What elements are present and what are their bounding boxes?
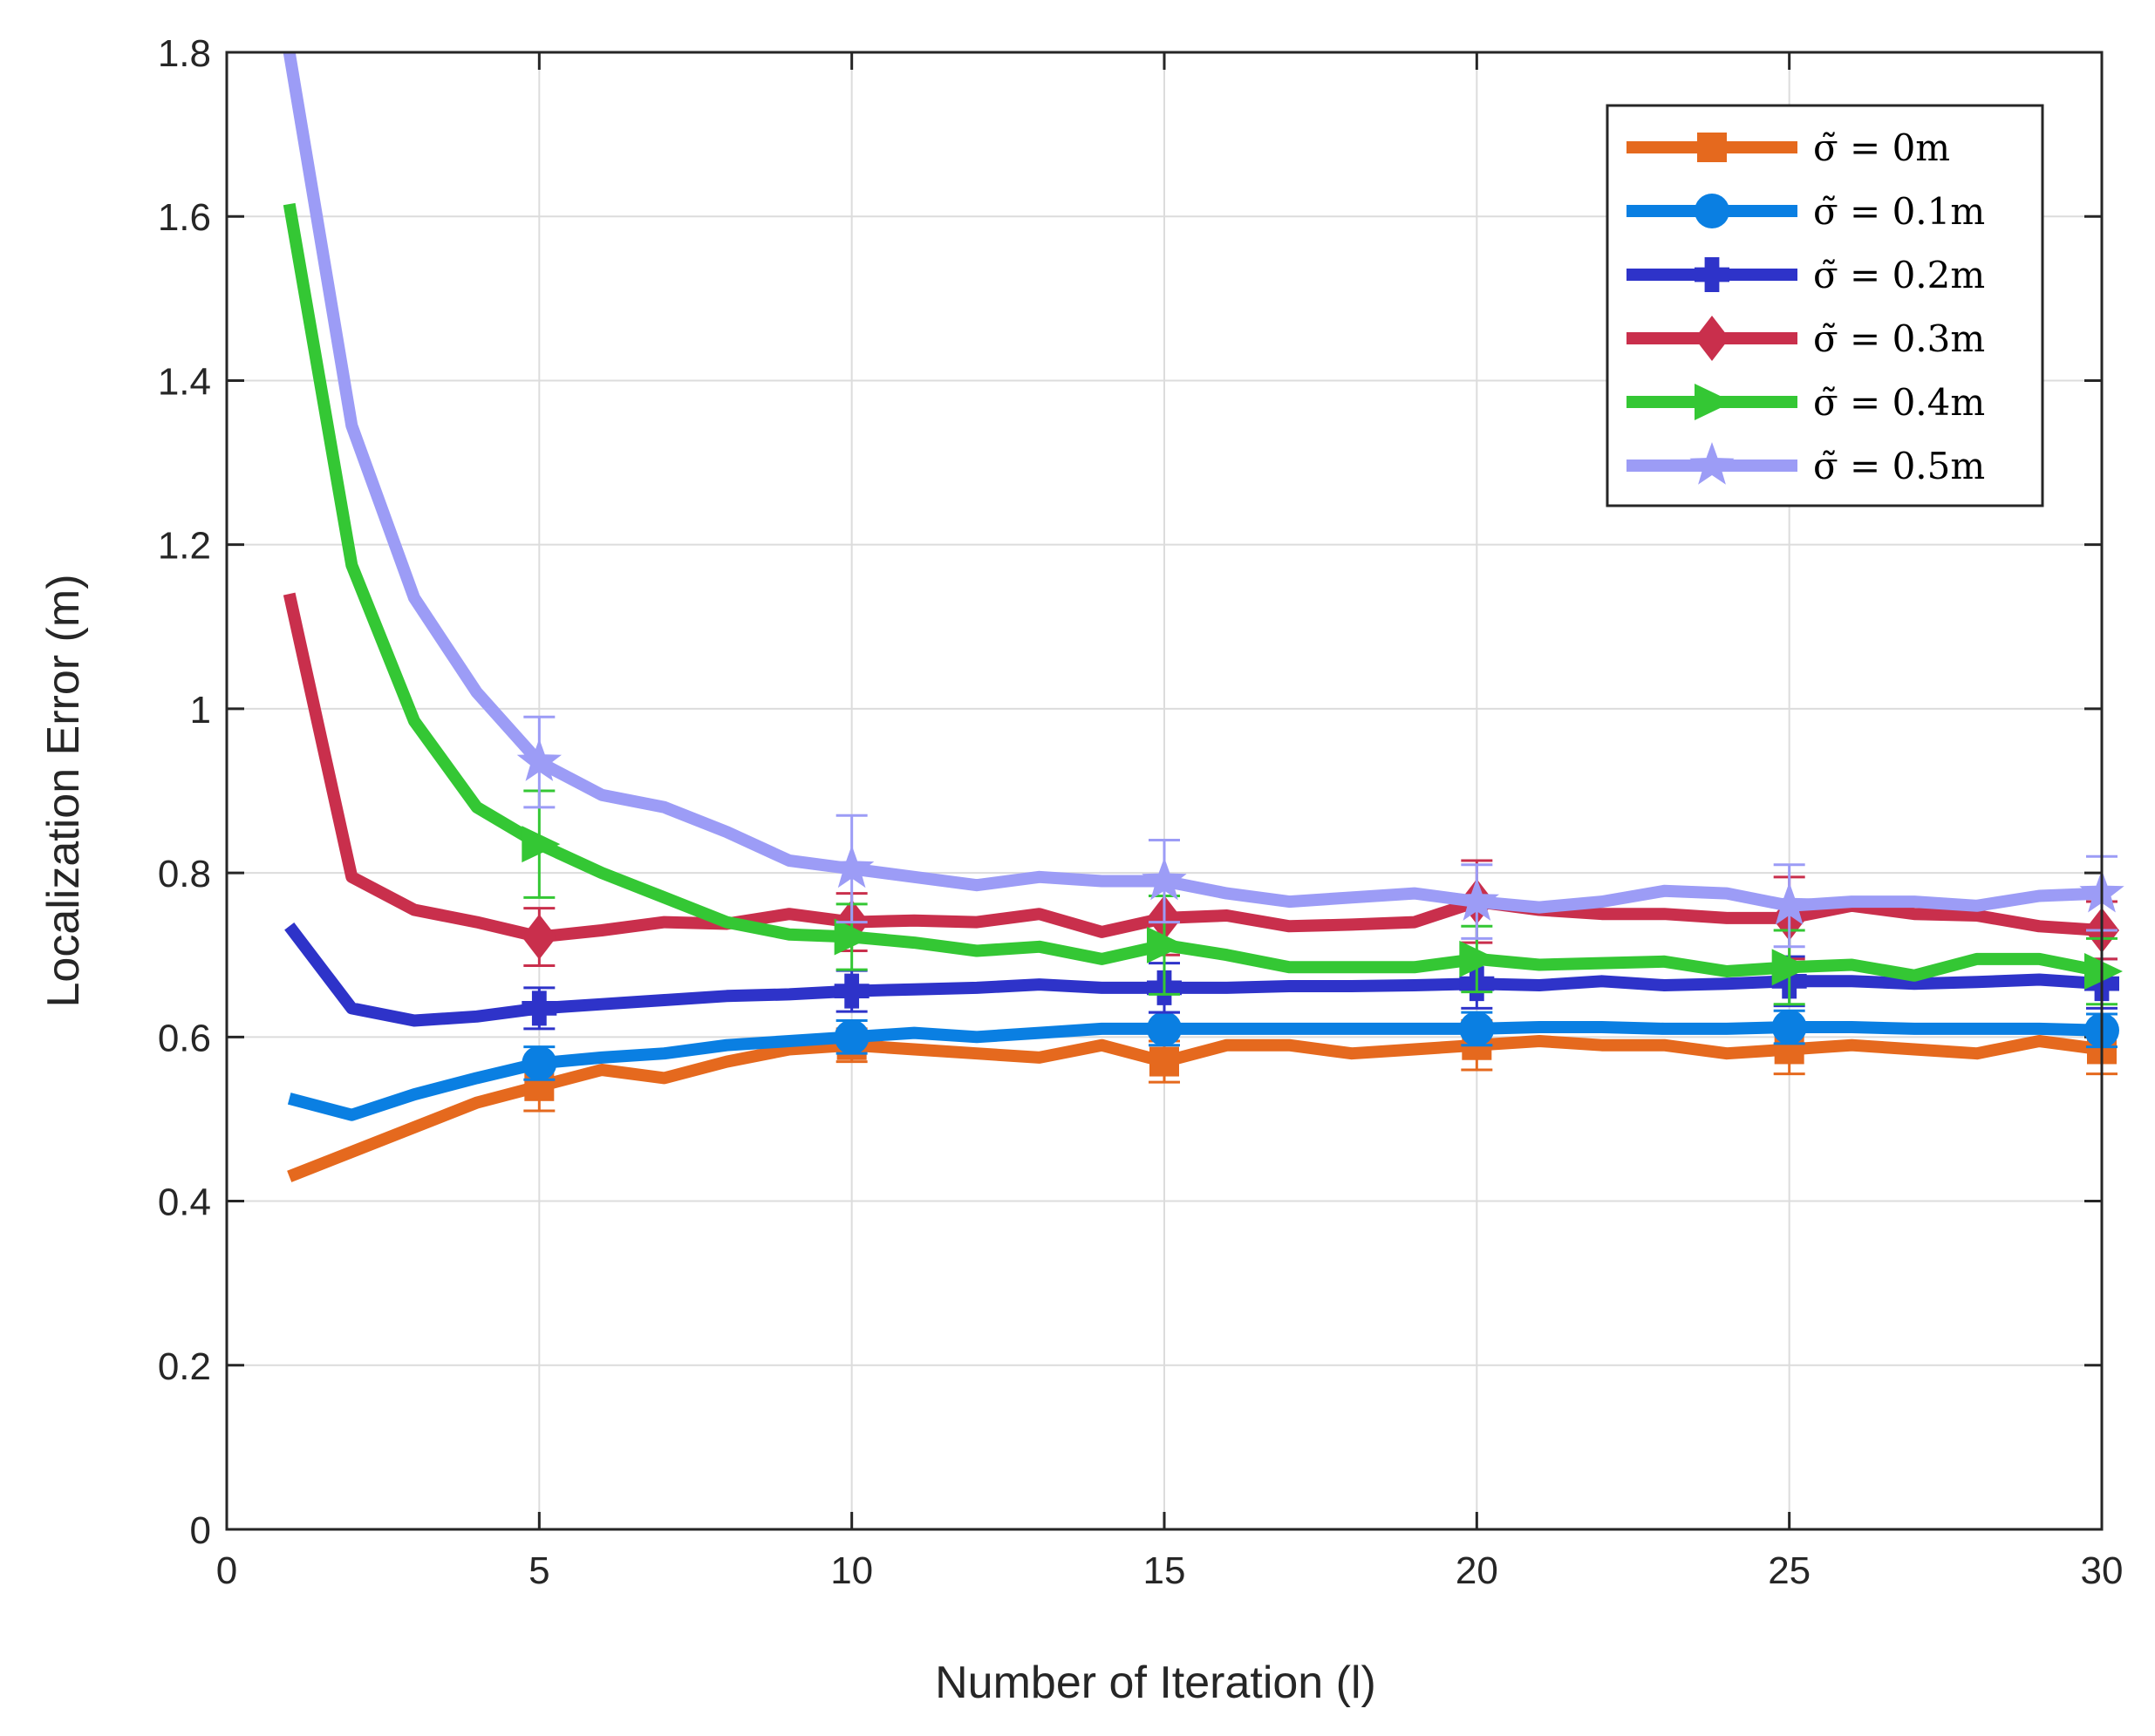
data-point-marker: [516, 739, 562, 781]
legend-label: σ̃ = 0m: [1813, 126, 1950, 169]
x-tick-label: 25: [1768, 1549, 1811, 1592]
data-point-marker: [522, 1045, 557, 1081]
x-tick-label: 20: [1456, 1549, 1498, 1592]
data-point-marker: [1149, 1046, 1179, 1077]
data-point-marker: [834, 1019, 870, 1055]
x-tick-label: 5: [529, 1549, 549, 1592]
y-tick-label: 0.6: [158, 1017, 211, 1059]
legend-item-5: σ̃ = 0.5m: [1626, 442, 1985, 487]
y-tick-label: 0.8: [158, 853, 211, 895]
x-tick-label: 15: [1143, 1549, 1186, 1592]
data-point-marker: [834, 973, 870, 1009]
legend-label: σ̃ = 0.4m: [1813, 381, 1985, 424]
axes-box: [225, 51, 2104, 1531]
data-point-marker: [1147, 926, 1185, 963]
legend-box: [1606, 104, 2044, 507]
legend-label: σ̃ = 0.3m: [1813, 317, 1985, 360]
data-point-marker: [522, 826, 561, 863]
y-tick-label: 1.6: [158, 196, 211, 239]
x-tick-label: 10: [830, 1549, 873, 1592]
legend: σ̃ = 0m σ̃ = 0.1m σ̃ = 0.2m σ̃ = 0.3m σ̃ = 0…: [1606, 104, 2044, 507]
data-point-marker: [1142, 857, 1187, 901]
data-point-marker: [2084, 953, 2123, 991]
legend-item-2: σ̃ = 0.2m: [1626, 254, 1985, 296]
series-layer: [283, 51, 2124, 1182]
legend-label: σ̃ = 0.2m: [1813, 254, 1985, 296]
legend-swatch-marker: [1695, 316, 1729, 361]
x-tick-label: 30: [2081, 1549, 2124, 1592]
data-point-marker: [522, 991, 557, 1026]
legend-swatch-marker: [1695, 194, 1729, 228]
legend-item-4: σ̃ = 0.4m: [1626, 381, 1985, 424]
legend-label: σ̃ = 0.1m: [1813, 190, 1985, 233]
y-tick-label: 1.4: [158, 360, 211, 403]
legend-item-1: σ̃ = 0.1m: [1626, 190, 1985, 233]
data-point-marker: [1771, 1010, 1807, 1045]
y-tick-label: 0: [190, 1509, 211, 1552]
legend-swatch-marker: [1689, 442, 1735, 485]
data-point-marker: [834, 918, 873, 956]
data-point-marker: [1767, 882, 1812, 925]
legend-item-3: σ̃ = 0.3m: [1626, 316, 1985, 361]
data-point-marker: [522, 914, 557, 960]
data-point-marker: [1454, 878, 1499, 921]
y-tick-label: 0.2: [158, 1345, 211, 1388]
legend-label: σ̃ = 0.5m: [1813, 445, 1985, 487]
data-point-marker: [1459, 940, 1498, 977]
series-4: [283, 202, 2123, 1006]
data-point-marker: [1459, 1011, 1495, 1046]
x-axis-label: Number of Iteration (l): [935, 1658, 1376, 1708]
data-point-marker: [1147, 1011, 1182, 1046]
tick-labels: 0 5 10 15 20 25 30 0 0.2 0.4 0.6 0.8 1 1.2 1.4 1.6 1.8: [158, 32, 2124, 1592]
data-point-marker: [1771, 949, 1811, 986]
y-tick-label: 1.8: [158, 32, 211, 75]
legend-item-0: σ̃ = 0m: [1626, 126, 1950, 169]
y-axis-label: Localization Error (m): [38, 574, 89, 1007]
legend-swatch-marker: [1697, 133, 1727, 162]
y-tick-label: 1.2: [158, 525, 211, 568]
x-tick-label: 0: [216, 1549, 237, 1592]
y-tick-label: 1: [190, 689, 211, 732]
y-tick-label: 0.4: [158, 1181, 211, 1224]
legend-swatch-marker: [1695, 384, 1733, 420]
legend-swatch-marker: [1695, 257, 1729, 292]
data-point-marker: [829, 845, 875, 888]
